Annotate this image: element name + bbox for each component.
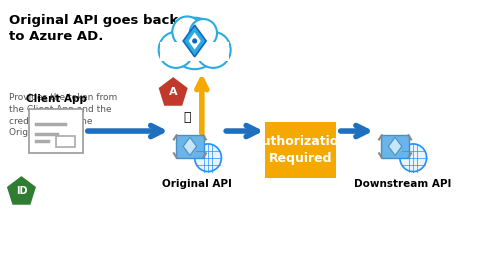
Text: 🔑: 🔑 [184,111,191,124]
FancyBboxPatch shape [176,135,204,158]
Polygon shape [183,137,197,156]
Circle shape [195,144,221,172]
FancyBboxPatch shape [160,42,229,62]
Circle shape [159,32,193,68]
Circle shape [400,144,427,172]
Text: Original API: Original API [162,178,232,188]
Polygon shape [159,77,188,106]
FancyBboxPatch shape [29,109,84,153]
Polygon shape [388,137,402,156]
Text: Authorization
Required: Authorization Required [253,135,348,165]
Circle shape [193,39,196,43]
Text: ID: ID [16,186,27,196]
Text: Provides the token from
the Client App and the
credentials for the
Original API.: Provides the token from the Client App a… [9,93,117,137]
Circle shape [172,16,202,47]
FancyBboxPatch shape [56,136,75,147]
Text: Client App: Client App [26,94,87,104]
Text: Original API goes back
to Azure AD.: Original API goes back to Azure AD. [9,14,178,43]
FancyBboxPatch shape [381,135,409,158]
Polygon shape [189,32,201,50]
Circle shape [170,18,219,69]
Polygon shape [183,25,206,57]
Circle shape [196,32,231,68]
FancyBboxPatch shape [265,122,336,178]
Polygon shape [7,176,36,205]
Text: Downstream API: Downstream API [354,178,451,188]
Circle shape [190,19,217,47]
Text: A: A [169,87,178,97]
